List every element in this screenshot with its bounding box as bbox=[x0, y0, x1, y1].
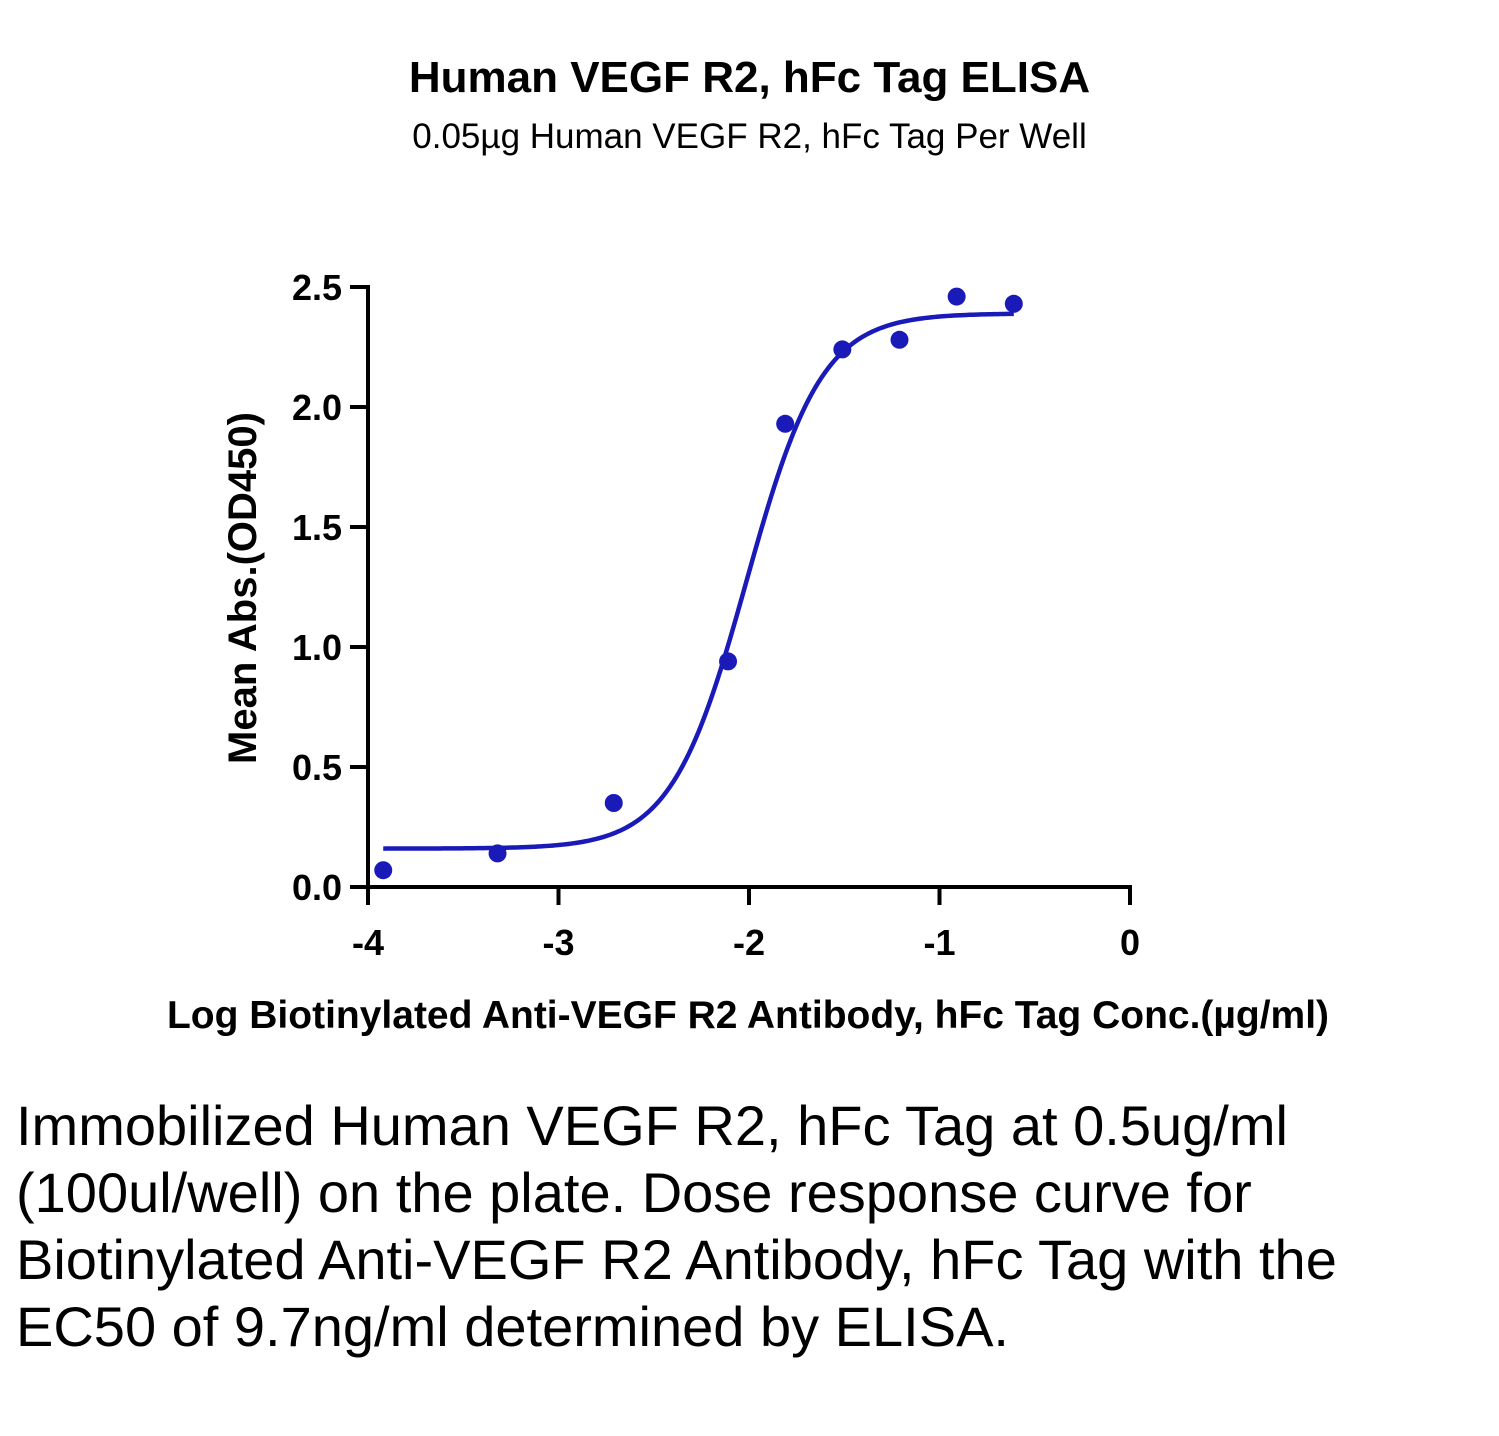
data-point bbox=[374, 861, 392, 879]
y-tick-label: 2.0 bbox=[292, 387, 342, 428]
y-tick-label: 1.0 bbox=[292, 627, 342, 668]
x-axis-label: Log Biotinylated Anti-VEGF R2 Antibody, … bbox=[167, 994, 1329, 1037]
x-tick-label: -2 bbox=[733, 922, 765, 963]
fit-curve bbox=[383, 314, 1014, 849]
x-tick-label: -1 bbox=[923, 922, 955, 963]
y-tick-label: 0.0 bbox=[292, 867, 342, 908]
y-tick-label: 1.5 bbox=[292, 507, 342, 548]
data-point bbox=[719, 652, 737, 670]
data-point bbox=[1005, 295, 1023, 313]
x-tick-label: -3 bbox=[542, 922, 574, 963]
figure-caption: Immobilized Human VEGF R2, hFc Tag at 0.… bbox=[16, 1092, 1476, 1360]
x-tick-label: 0 bbox=[1120, 922, 1140, 963]
y-tick-label: 0.5 bbox=[292, 747, 342, 788]
elisa-dose-response-chart: 0.0 0.5 1.0 1.5 2.0 2.5 -4 -3 -2 -1 0 Mean Abs.(OD… bbox=[0, 0, 1499, 1070]
x-tick-label: -4 bbox=[352, 922, 384, 963]
data-point bbox=[948, 288, 966, 306]
data-point bbox=[489, 844, 507, 862]
y-axis-label: Mean Abs.(OD450) bbox=[221, 412, 265, 764]
data-point bbox=[776, 415, 794, 433]
axes: 0.0 0.5 1.0 1.5 2.0 2.5 -4 -3 -2 -1 0 bbox=[292, 267, 1140, 963]
data-point bbox=[833, 340, 851, 358]
data-point bbox=[890, 331, 908, 349]
y-tick-label: 2.5 bbox=[292, 267, 342, 308]
data-marks bbox=[374, 288, 1023, 880]
data-point bbox=[605, 794, 623, 812]
